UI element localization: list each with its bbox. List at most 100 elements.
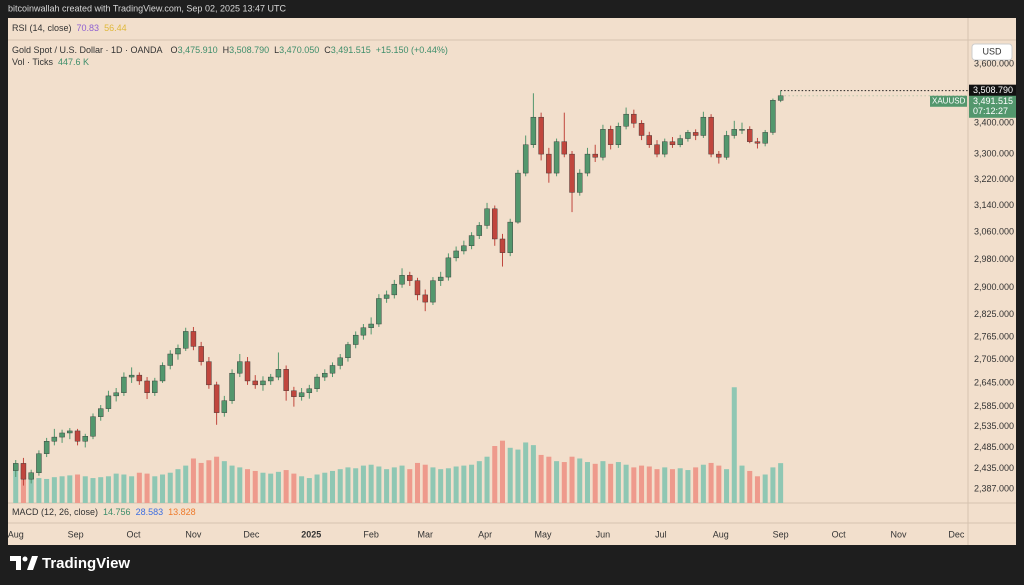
volume-bar: [669, 469, 675, 503]
candle-body: [538, 116, 544, 155]
x-tick-label: Nov: [185, 529, 202, 539]
y-tick-label: 2,645.000: [974, 377, 1014, 387]
volume-bar: [144, 473, 150, 503]
macd-value: 14.756: [103, 507, 131, 517]
rsi-value: 70.83: [77, 23, 100, 33]
candle-body: [221, 400, 228, 413]
candle-body: [376, 298, 382, 325]
candle-body: [159, 365, 166, 382]
candle-body: [36, 453, 42, 473]
candle-body: [283, 369, 289, 391]
candle-body: [569, 153, 575, 193]
candle-body: [298, 392, 305, 397]
volume-bar: [577, 458, 583, 503]
volume-bar: [198, 462, 204, 503]
candle-body: [561, 141, 568, 155]
volume-bar: [747, 470, 753, 503]
y-tick-label: 3,300.000: [974, 148, 1014, 158]
volume-bar: [677, 468, 683, 503]
x-tick-label: Sep: [773, 529, 789, 539]
volume-bar: [160, 474, 166, 503]
symbol-tag: XAUUSD: [932, 96, 966, 105]
candle-body: [399, 275, 405, 285]
volume-bar: [368, 464, 374, 503]
volume-bar: [36, 478, 42, 503]
volume-bar: [716, 465, 722, 503]
candle-body: [20, 463, 27, 480]
currency[interactable]: USD: [982, 46, 1002, 56]
volume-bar: [754, 476, 760, 503]
volume-bar: [507, 447, 513, 503]
candle-body: [584, 153, 591, 174]
candle-body: [662, 141, 668, 155]
candle-body: [453, 250, 459, 259]
currency-button[interactable]: [971, 43, 1013, 61]
candle-body: [468, 235, 475, 247]
candle-body: [770, 100, 776, 133]
candle-body: [631, 113, 637, 124]
rsi-value: 56.44: [104, 23, 127, 33]
candle-body: [322, 372, 328, 378]
logo: [10, 556, 38, 570]
y-tick-label: 2,705.000: [974, 354, 1014, 364]
volume-bar: [631, 467, 637, 503]
candle-body: [74, 430, 81, 442]
candle-body: [314, 376, 320, 389]
volume-bar: [75, 474, 81, 503]
candle-body: [731, 129, 737, 136]
volume-bar: [700, 464, 706, 503]
candle-body: [59, 432, 65, 438]
candle-body: [144, 380, 150, 393]
volume-bar: [762, 474, 768, 503]
volume-bar: [592, 463, 598, 503]
candle-body: [515, 172, 521, 223]
volume-bar: [229, 465, 235, 503]
volume-bar: [453, 466, 459, 503]
macd-label: MACD (12, 26, close): [12, 507, 98, 517]
volume-bar: [136, 472, 142, 503]
volume-bar: [584, 462, 590, 503]
volume-bar: [245, 469, 251, 503]
last-label-bg: [969, 95, 1016, 118]
high-label: 3,508.790: [973, 85, 1013, 95]
ohlc-value: 3,491.515: [331, 45, 371, 55]
candle-body: [492, 208, 498, 240]
volume-bar: [407, 469, 413, 503]
volume-bar: [399, 465, 405, 503]
candle-body: [461, 245, 467, 252]
volume-bar: [51, 477, 57, 503]
volume-bar: [237, 467, 243, 503]
volume-bar: [183, 465, 189, 503]
y-tick-label: 2,535.000: [974, 421, 1014, 431]
volume-bar: [422, 464, 428, 503]
volume-bar: [685, 470, 691, 503]
x-tick-label: Nov: [890, 529, 907, 539]
candle-body: [352, 334, 359, 345]
candle-body: [507, 221, 513, 253]
macd-value: 28.583: [136, 507, 164, 517]
x-tick-label: Jun: [596, 529, 611, 539]
x-tick-label: Oct: [832, 529, 847, 539]
y-tick-label: 2,485.000: [974, 442, 1014, 452]
volume-bar: [190, 458, 196, 503]
volume-bar: [693, 467, 699, 503]
volume-bar: [353, 468, 359, 503]
candle-body: [607, 129, 614, 145]
volume-bar: [569, 456, 575, 503]
volume-value: 447.6 K: [58, 57, 89, 67]
volume-bar: [121, 474, 127, 503]
volume-bar: [391, 467, 397, 503]
volume-bar: [646, 466, 652, 503]
volume-bar: [337, 469, 343, 503]
volume-bar: [260, 472, 266, 503]
candle-body: [600, 129, 606, 158]
y-tick-label: 3,140.000: [974, 200, 1014, 210]
volume-bar: [538, 454, 544, 503]
macd-legend: MACD (12, 26, close) 14.756 28.583 13.828: [12, 507, 196, 517]
rsi-legend: RSI (14, close) 70.83 56.44: [12, 23, 127, 33]
candle-body: [445, 257, 452, 278]
y-tick-label: 2,900.000: [974, 282, 1014, 292]
volume-bar: [654, 469, 660, 503]
volume-bar: [639, 465, 645, 503]
y-tick-label: 2,387.000: [974, 483, 1014, 493]
